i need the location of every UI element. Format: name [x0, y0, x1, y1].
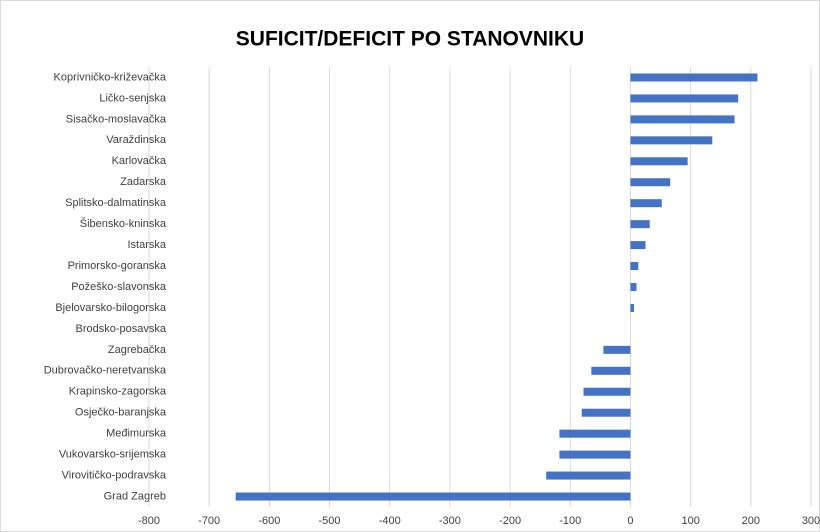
- x-tick-label: -400: [379, 515, 401, 527]
- x-tick-label: 100: [681, 515, 699, 527]
- bar: [583, 387, 631, 396]
- bar: [630, 136, 713, 145]
- bar: [630, 178, 671, 187]
- bar: [630, 220, 650, 229]
- bar: [630, 241, 646, 250]
- y-tick-label: Virovitičko-podravska: [62, 469, 167, 481]
- y-tick-label: Splitsko-dalmatinska: [65, 197, 167, 209]
- x-tick-label: -800: [138, 515, 160, 527]
- y-tick-label: Koprivničko-križevačka: [54, 71, 167, 83]
- y-tick-label: Primorsko-goranska: [68, 260, 167, 272]
- y-tick-label: Osječko-baranjska: [75, 407, 167, 419]
- bar: [630, 73, 758, 82]
- bar: [630, 94, 739, 103]
- y-tick-label: Varaždinska: [106, 134, 167, 146]
- bar: [235, 492, 631, 501]
- bar: [630, 199, 662, 208]
- x-tick-label: -500: [319, 515, 341, 527]
- bar: [630, 303, 635, 312]
- bar: [630, 157, 688, 166]
- bar: [630, 115, 735, 124]
- y-tick-label: Međimurska: [106, 428, 167, 440]
- bar: [630, 283, 637, 291]
- bar: [546, 471, 631, 480]
- bar: [591, 366, 631, 375]
- y-tick-label: Brodsko-posavska: [76, 323, 167, 335]
- bar: [581, 408, 631, 417]
- y-tick-label: Krapinsko-zagorska: [69, 386, 167, 398]
- y-tick-label: Ličko-senjska: [99, 92, 167, 104]
- bar: [559, 450, 631, 459]
- y-tick-label: Grad Zagreb: [104, 490, 166, 502]
- bar: [559, 429, 631, 438]
- y-tick-label: Požeško-slavonska: [71, 281, 167, 293]
- x-tick-label: 0: [627, 515, 633, 527]
- bar: [630, 262, 639, 271]
- x-tick-label: -300: [439, 515, 461, 527]
- chart-title: SUFICIT/DEFICIT PO STANOVNIKU: [236, 28, 584, 51]
- x-tick-label: -700: [198, 515, 220, 527]
- bar: [603, 345, 631, 354]
- x-tick-label: -100: [559, 515, 581, 527]
- x-tick-label: 200: [742, 515, 760, 527]
- y-tick-label: Vukovarsko-srijemska: [59, 449, 167, 461]
- y-tick-label: Karlovačka: [112, 155, 167, 167]
- y-tick-label: Šibensko-kninska: [80, 217, 167, 230]
- y-tick-label: Istarska: [127, 239, 166, 251]
- x-tick-label: -200: [499, 515, 521, 527]
- y-tick-label: Sisačko-moslavačka: [66, 113, 167, 125]
- y-tick-label: Bjelovarsko-bilogorska: [55, 302, 167, 314]
- x-tick-label: 300: [802, 515, 820, 527]
- y-tick-label: Zagrebačka: [108, 344, 167, 356]
- x-tick-label: -600: [258, 515, 280, 527]
- y-tick-label: Dubrovačko-neretvanska: [44, 365, 167, 377]
- y-tick-label: Zadarska: [120, 176, 167, 188]
